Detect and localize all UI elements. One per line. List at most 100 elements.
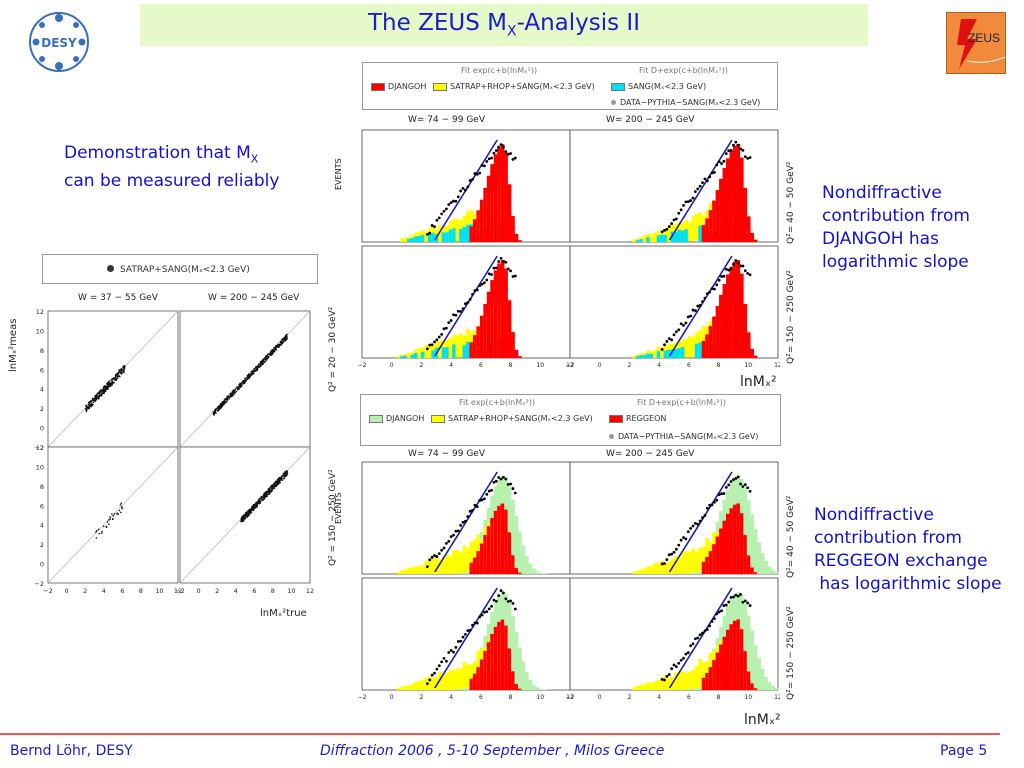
histogram-bin bbox=[479, 315, 484, 358]
scatter-point bbox=[103, 385, 106, 387]
histogram-bin bbox=[760, 668, 765, 690]
scatter-point bbox=[119, 372, 122, 374]
data-point bbox=[456, 309, 460, 313]
scatter-point bbox=[248, 514, 251, 516]
scatter-point bbox=[102, 390, 105, 392]
histogram-bin bbox=[746, 555, 751, 574]
histogram-bin bbox=[441, 347, 446, 358]
scatter-point bbox=[106, 388, 109, 390]
histogram-bin bbox=[511, 555, 515, 574]
scatter-point bbox=[88, 401, 91, 403]
histogram-bin bbox=[511, 499, 515, 574]
data-point bbox=[428, 231, 432, 235]
scatter-point bbox=[118, 375, 121, 378]
histogram-bin bbox=[722, 636, 727, 690]
scatter-point bbox=[247, 375, 249, 377]
histogram-bin bbox=[757, 542, 761, 574]
histogram-bin bbox=[687, 221, 692, 242]
data-point bbox=[736, 261, 740, 265]
scatter-point bbox=[262, 494, 264, 497]
scatter-point bbox=[114, 374, 117, 376]
scatter-point bbox=[115, 376, 117, 378]
data-point bbox=[739, 264, 742, 268]
histogram-bin bbox=[524, 556, 529, 574]
data-point bbox=[504, 477, 508, 481]
scatter-point bbox=[236, 388, 239, 391]
data-point bbox=[677, 661, 681, 665]
histogram-bin bbox=[746, 616, 751, 690]
data-point bbox=[502, 591, 505, 595]
scatter-point bbox=[252, 373, 255, 375]
data-point bbox=[506, 267, 510, 271]
bottom-q2-label-upper: Q²= 40 − 50 GeV² bbox=[786, 495, 796, 578]
scatter-point bbox=[212, 411, 214, 413]
histogram-bin bbox=[500, 260, 505, 358]
scatter-point bbox=[91, 399, 94, 401]
histogram-bin bbox=[722, 520, 727, 574]
scatter-point bbox=[85, 408, 88, 410]
histogram-bin bbox=[687, 335, 692, 358]
bottom-legend-item-satrap: SATRAP+RHOP+SANG(Mₓ<2.3 GeV) bbox=[431, 414, 593, 423]
top-w-label-2: W= 200 − 245 GeV bbox=[606, 115, 695, 125]
data-point bbox=[480, 282, 484, 286]
scatter-point bbox=[246, 512, 249, 514]
scatter-point bbox=[238, 386, 240, 389]
histogram-bin bbox=[462, 545, 467, 573]
histogram-bin bbox=[750, 630, 755, 690]
scatter-point bbox=[222, 403, 224, 405]
histogram-bin bbox=[680, 230, 685, 242]
scatter-point bbox=[90, 403, 92, 406]
data-point bbox=[743, 155, 747, 159]
data-point bbox=[660, 348, 664, 351]
histogram-bin bbox=[684, 339, 689, 358]
data-point bbox=[660, 562, 664, 566]
scatter-point bbox=[241, 385, 243, 387]
data-point bbox=[497, 594, 501, 598]
data-point bbox=[674, 665, 678, 669]
scatter-point bbox=[264, 496, 266, 498]
data-point bbox=[701, 181, 704, 184]
scatter-point bbox=[280, 342, 282, 344]
data-point bbox=[701, 516, 704, 520]
scatter-point bbox=[93, 398, 95, 400]
data-point bbox=[679, 538, 683, 542]
scatter-point bbox=[119, 504, 122, 506]
scatter-point bbox=[105, 388, 108, 390]
scatter-point bbox=[97, 398, 100, 400]
data-point bbox=[454, 529, 458, 533]
data-point bbox=[492, 266, 496, 270]
data-point bbox=[748, 156, 752, 159]
histogram-bin bbox=[750, 514, 755, 574]
histogram-bin bbox=[746, 671, 751, 690]
scatter-point bbox=[103, 390, 106, 392]
scatter-point bbox=[250, 509, 252, 512]
top-histogram-figure: −2 0 2 4 6 8 10 12−2 0 2 4 6 8 10 12 bbox=[358, 129, 780, 369]
scatter-point bbox=[256, 502, 258, 504]
data-point bbox=[715, 498, 719, 502]
data-point bbox=[736, 475, 740, 479]
histogram-bin bbox=[715, 189, 720, 242]
histogram-bin bbox=[524, 672, 529, 690]
histogram-bin bbox=[757, 658, 761, 690]
scatter-point bbox=[121, 369, 123, 371]
histogram-bin bbox=[400, 356, 404, 358]
scatter-point bbox=[231, 392, 234, 394]
scatter-point bbox=[97, 528, 100, 531]
scatter-point bbox=[85, 410, 88, 413]
scatter-point bbox=[244, 515, 247, 518]
data-point bbox=[437, 664, 441, 668]
data-point bbox=[513, 274, 517, 278]
data-point bbox=[478, 499, 482, 502]
scatter-point bbox=[248, 374, 250, 376]
scatter-point bbox=[95, 395, 98, 397]
data-point bbox=[437, 216, 441, 220]
histogram-bin bbox=[708, 326, 713, 358]
histogram-bin bbox=[705, 334, 709, 358]
histogram-bin bbox=[646, 237, 651, 242]
data-point bbox=[487, 157, 491, 161]
scatter-point bbox=[229, 395, 231, 398]
scatter-point bbox=[283, 477, 285, 479]
scatter-point bbox=[88, 402, 90, 404]
scatter-point bbox=[274, 482, 276, 484]
scatter-point bbox=[119, 369, 121, 371]
